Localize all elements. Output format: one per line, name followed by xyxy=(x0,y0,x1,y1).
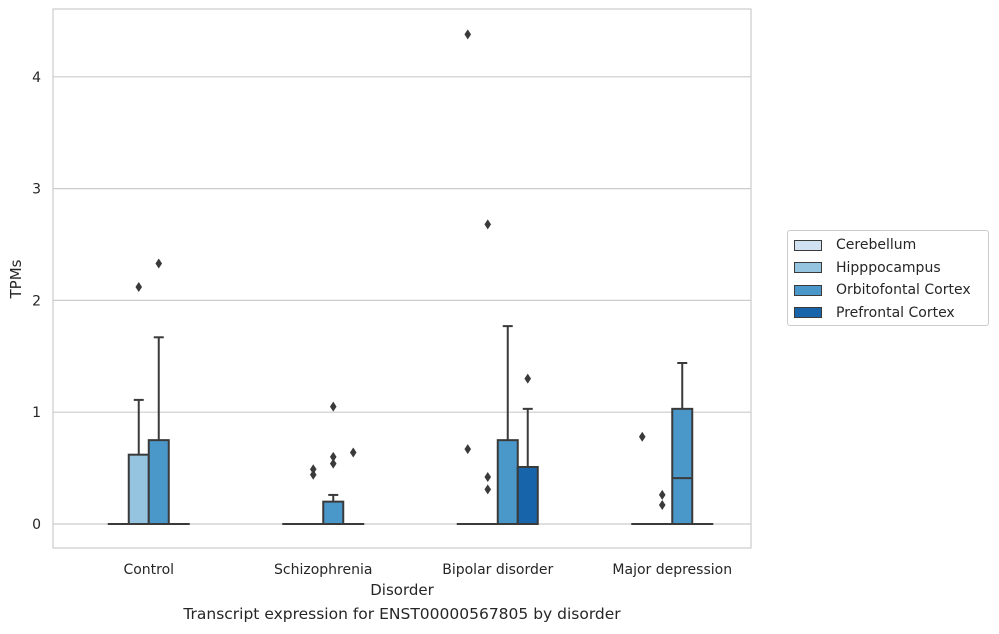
y-tick-label: 2 xyxy=(32,293,41,309)
box-body xyxy=(147,439,170,525)
box-body xyxy=(322,500,345,526)
plot-frame xyxy=(52,8,752,549)
legend-swatch xyxy=(794,284,822,296)
x-tick-label: Major depression xyxy=(612,562,732,578)
box-1-0 xyxy=(127,281,150,525)
box-2-0 xyxy=(147,258,170,525)
outlier-point xyxy=(484,472,492,483)
legend-label: Hipppocampus xyxy=(836,259,941,276)
outlier-point xyxy=(135,281,143,292)
outlier-point xyxy=(155,258,163,269)
outlier-point xyxy=(329,458,337,469)
x-tick-labels: Control Schizophrenia Bipolar disorder Majo… xyxy=(123,562,732,578)
legend: Cerebellum Hipppocampus Orbitofontal Corte… xyxy=(787,230,989,326)
legend-item: Orbitofontal Cortex xyxy=(794,281,971,299)
legend-swatch xyxy=(794,307,822,318)
legend-label: Cerebellum xyxy=(836,237,917,253)
legend-item: Hipppocampus xyxy=(794,259,941,277)
outlier-point xyxy=(464,444,472,455)
outlier-point xyxy=(658,489,666,500)
outlier-point xyxy=(638,431,646,442)
y-tick-label: 0 xyxy=(32,517,41,533)
outlier-point xyxy=(309,464,317,475)
box-2-3 xyxy=(671,362,694,526)
outlier-point xyxy=(309,469,317,480)
box-3-1 xyxy=(342,447,365,526)
outlier-point xyxy=(484,484,492,495)
legend-swatch xyxy=(794,262,822,273)
box-plots xyxy=(107,29,714,526)
outlier-point xyxy=(524,373,532,384)
box-body xyxy=(516,465,539,525)
box-0-2 xyxy=(456,29,479,526)
outlier-point xyxy=(329,401,337,412)
y-tick-label: 1 xyxy=(32,405,41,421)
outlier-point xyxy=(329,451,337,462)
x-tick-label: Schizophrenia xyxy=(274,562,372,578)
legend-label: Prefrontal Cortex xyxy=(836,304,955,321)
box-body xyxy=(127,453,150,525)
outlier-point xyxy=(349,447,357,458)
box-3-2 xyxy=(516,373,539,525)
legend-swatch xyxy=(794,239,822,251)
outlier-point xyxy=(484,219,492,230)
box-body xyxy=(496,439,519,525)
box-body xyxy=(671,407,694,526)
legend-label: Orbitofontal Cortex xyxy=(836,282,971,298)
x-axis-title: Disorder xyxy=(370,581,434,599)
y-axis-title: TPMs xyxy=(7,259,25,299)
y-tick-labels: 0 1 2 3 4 xyxy=(32,70,41,533)
x-tick-label: Control xyxy=(123,562,174,578)
legend-item: Prefrontal Cortex xyxy=(794,304,955,322)
box-2-1 xyxy=(322,401,345,526)
legend-item: Cerebellum xyxy=(794,236,916,254)
outlier-point xyxy=(464,29,472,40)
box-1-2 xyxy=(476,219,499,526)
chart-caption: Transcript expression for ENST0000056780… xyxy=(183,605,621,623)
outlier-point xyxy=(658,499,666,510)
y-tick-label: 3 xyxy=(32,182,41,198)
y-tick-label: 4 xyxy=(32,70,41,86)
x-tick-label: Bipolar disorder xyxy=(442,562,553,578)
